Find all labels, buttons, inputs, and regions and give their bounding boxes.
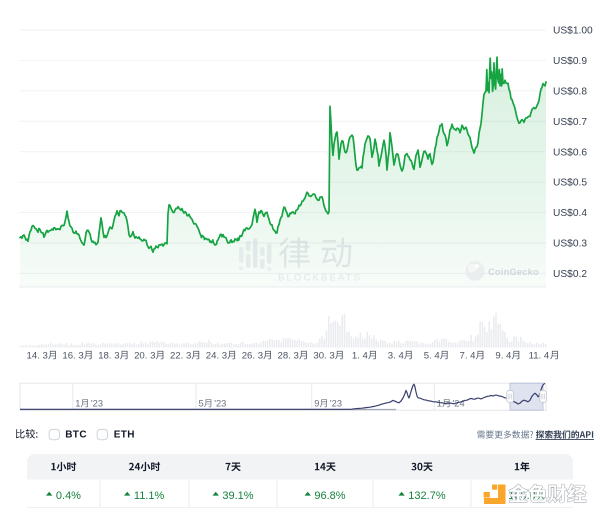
svg-text:7. 4: 7. 4 [460, 351, 477, 362]
svg-text:US$0.4: US$0.4 [553, 208, 587, 219]
svg-text:14. 3: 14. 3 [27, 351, 48, 362]
svg-text:5. 4: 5. 4 [424, 351, 441, 362]
svg-text:26. 3: 26. 3 [242, 351, 263, 362]
svg-text:'23: '23 [91, 399, 103, 409]
svg-text:'23: '23 [214, 399, 226, 409]
svg-text:US$0.7: US$0.7 [553, 117, 587, 128]
svg-text:US$1.00: US$1.00 [553, 26, 593, 37]
svg-text:US$0.8: US$0.8 [553, 86, 587, 97]
svg-text:US$0.3: US$0.3 [553, 239, 587, 250]
svg-text:US$0.5: US$0.5 [553, 178, 587, 189]
svg-text:CoinGecko: CoinGecko [488, 267, 539, 277]
svg-text:132.7%: 132.7% [408, 490, 446, 502]
svg-text:30. 3: 30. 3 [313, 351, 334, 362]
svg-text:9: 9 [314, 399, 319, 409]
svg-text:24. 3: 24. 3 [206, 351, 227, 362]
svg-text:0.4%: 0.4% [56, 490, 81, 502]
svg-text:18. 3: 18. 3 [98, 351, 119, 362]
svg-text:5: 5 [199, 399, 204, 409]
svg-text:11.1%: 11.1% [134, 490, 165, 502]
svg-text:16. 3: 16. 3 [62, 351, 83, 362]
svg-text:1: 1 [75, 399, 80, 409]
svg-text:11. 4: 11. 4 [529, 351, 550, 362]
svg-text:9. 4: 9. 4 [495, 351, 512, 362]
svg-text:BLOCKBEATS: BLOCKBEATS [278, 273, 362, 284]
svg-text:1. 4: 1. 4 [352, 351, 369, 362]
svg-text:ETH: ETH [114, 429, 135, 440]
svg-text:US$0.6: US$0.6 [553, 147, 587, 158]
svg-text:US$0.2: US$0.2 [553, 269, 587, 280]
svg-text:1: 1 [437, 399, 442, 409]
svg-text:US$0.9: US$0.9 [553, 56, 587, 67]
svg-text:20. 3: 20. 3 [134, 351, 155, 362]
svg-text:22. 3: 22. 3 [170, 351, 191, 362]
svg-text:'23: '23 [330, 399, 342, 409]
svg-text:3. 4: 3. 4 [388, 351, 405, 362]
svg-text:28. 3: 28. 3 [278, 351, 299, 362]
svg-text:96.8%: 96.8% [314, 490, 345, 502]
svg-text:39.1%: 39.1% [222, 490, 253, 502]
svg-text:'24: '24 [453, 399, 465, 409]
svg-text:BTC: BTC [65, 429, 87, 440]
